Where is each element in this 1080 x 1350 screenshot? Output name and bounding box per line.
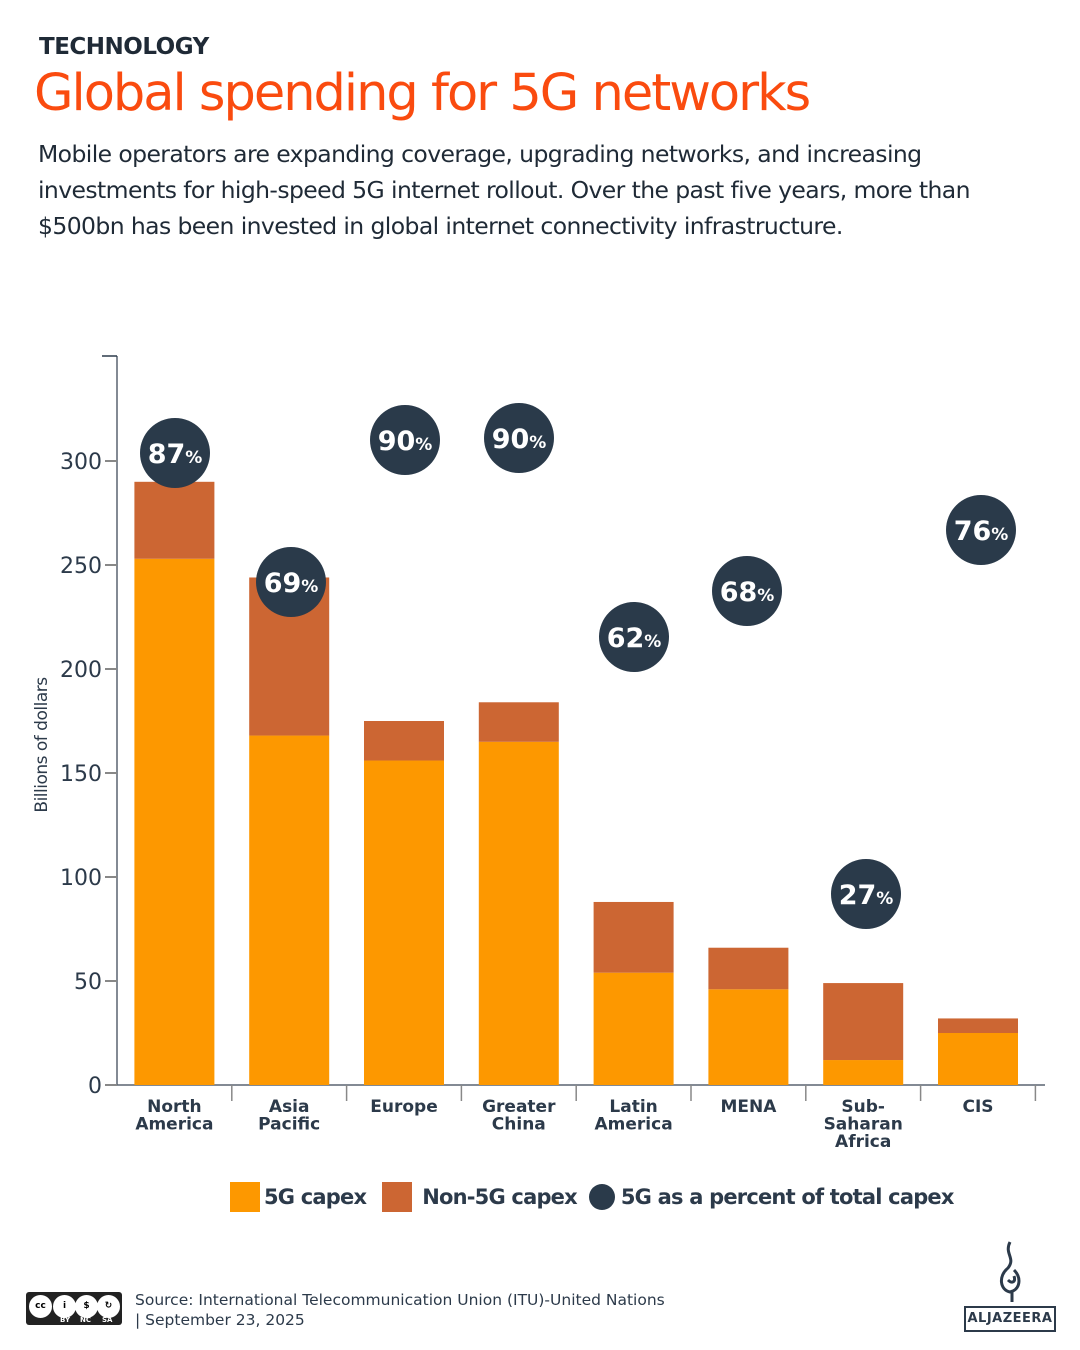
percent-label: 27% <box>839 880 894 911</box>
kicker: TECHNOLOGY <box>39 34 209 60</box>
y-tick-label: 0 <box>88 1074 102 1099</box>
bar-5g-capex <box>364 760 444 1085</box>
bar-non5g-capex <box>478 702 559 742</box>
legend-swatch-non5g <box>382 1182 413 1212</box>
category-label: MENA <box>720 1097 777 1117</box>
by-icon: i <box>53 1295 76 1318</box>
y-tick-label: 100 <box>60 866 102 891</box>
category-label: America <box>135 1115 213 1135</box>
bar-non5g-capex <box>823 983 904 1061</box>
percent-label: 87% <box>148 439 203 470</box>
category-label: Greater <box>482 1097 556 1117</box>
category-label: Pacific <box>258 1115 320 1135</box>
legend-item-percent: 5G as a percent of total capex <box>587 1184 954 1210</box>
bar-non5g-capex <box>134 481 215 559</box>
legend-item-non5g: Non-5G capex <box>376 1182 578 1212</box>
logo-text: ALJAZEERA <box>964 1306 1056 1332</box>
cc-icon: cc <box>29 1295 52 1318</box>
y-tick-label: 150 <box>60 762 102 787</box>
percent-label: 69% <box>264 568 319 599</box>
percent-bubble <box>140 418 210 488</box>
nc-icon: $ <box>75 1295 98 1318</box>
cc-nc-label: NC <box>80 1316 91 1324</box>
date-text: | September 23, 2025 <box>135 1311 305 1329</box>
percent-bubble <box>712 556 782 626</box>
subtitle: Mobile operators are expanding coverage,… <box>38 140 970 240</box>
y-tick-label: 300 <box>60 450 102 475</box>
bar-5g-capex <box>708 989 789 1085</box>
creative-commons-badge: cc i $ ↻ BY NC SA <box>26 1292 122 1325</box>
bar-5g-capex <box>823 1060 904 1085</box>
bar-5g-capex <box>938 1033 1018 1085</box>
y-axis-label: Billions of dollars <box>32 677 52 813</box>
category-label: Saharan <box>824 1115 903 1135</box>
bar-5g-capex <box>249 735 330 1085</box>
bar-non5g-capex <box>364 721 444 761</box>
percent-bubble <box>831 859 901 929</box>
category-label: Africa <box>835 1132 891 1152</box>
y-tick-label: 250 <box>60 554 102 579</box>
percent-bubble <box>599 602 669 672</box>
percent-label: 68% <box>720 577 775 608</box>
legend-item-5g: 5G capex <box>230 1182 367 1212</box>
aljazeera-calligraphy-icon <box>1000 1241 1021 1302</box>
percent-label: 62% <box>607 623 662 654</box>
bar-non5g-capex <box>938 1018 1018 1033</box>
category-label: China <box>492 1115 546 1135</box>
percent-label: 90% <box>378 426 433 457</box>
source-text: Source: International Telecommunication … <box>135 1291 665 1309</box>
percent-label: 90% <box>492 424 547 455</box>
cc-by-label: BY <box>60 1316 71 1324</box>
category-label: Asia <box>269 1097 310 1117</box>
bar-5g-capex <box>478 741 559 1085</box>
bar-non5g-capex <box>708 947 789 990</box>
legend-label-non5g: Non-5G capex <box>422 1185 577 1209</box>
legend-label-5g: 5G capex <box>264 1185 367 1209</box>
aljazeera-logo: ALJAZEERA <box>964 1240 1056 1332</box>
bar-5g-capex <box>134 558 215 1085</box>
bar-5g-capex <box>593 972 674 1085</box>
source-block: Source: International Telecommunication … <box>135 1290 665 1330</box>
category-label: CIS <box>962 1097 993 1117</box>
percent-label: 76% <box>954 516 1009 547</box>
category-label: Latin <box>609 1097 657 1117</box>
percent-bubble <box>370 405 440 475</box>
cc-sa-label: SA <box>102 1316 113 1324</box>
sa-icon: ↻ <box>97 1295 120 1318</box>
legend: 5G capex Non-5G capex 5G as a percent of… <box>230 1182 964 1212</box>
percent-bubble <box>256 547 326 617</box>
category-label: America <box>595 1115 673 1135</box>
page-title: Global spending for 5G networks <box>34 64 811 123</box>
legend-swatch-5g <box>230 1182 260 1212</box>
category-label: North <box>147 1097 202 1117</box>
category-label: Sub- <box>841 1097 885 1117</box>
percent-bubble <box>484 403 554 473</box>
y-tick-label: 50 <box>74 970 102 995</box>
y-tick-label: 200 <box>60 658 102 683</box>
percent-bubble <box>946 495 1016 565</box>
legend-label-percent: 5G as a percent of total capex <box>620 1185 955 1209</box>
bar-non5g-capex <box>593 901 674 973</box>
legend-dot-percent <box>588 1184 615 1210</box>
category-label: Europe <box>370 1097 437 1117</box>
